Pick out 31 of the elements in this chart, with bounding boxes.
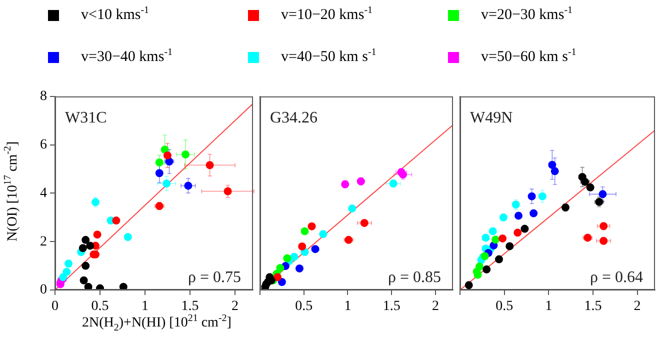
x-tick-label: 2 — [432, 299, 439, 314]
x-tick-label: 1 — [545, 299, 552, 314]
x-tick-label: 1 — [344, 299, 352, 314]
annotation: ρ = 0.85 — [388, 269, 441, 286]
legend-label: v=30−40 kms$^{-1}$ — [81, 47, 173, 65]
x-tick-label: 0.5 — [295, 299, 313, 314]
x-tick-label: 0.5 — [91, 299, 109, 314]
annotation: W31C — [65, 109, 107, 126]
annotation: ρ = 0.64 — [590, 269, 643, 286]
x-tick-label: 1.5 — [584, 299, 602, 314]
x-tick-label: 1.5 — [382, 299, 400, 314]
y-tick-label: 4 — [40, 186, 47, 201]
x-tick-label: 0.5 — [496, 299, 514, 314]
y-tick-label: 2 — [40, 234, 47, 250]
y-tick-label: 8 — [40, 89, 47, 104]
annotation: W49N — [470, 109, 514, 126]
y-tick-label: 6 — [40, 137, 47, 152]
legend-label: v=50−60 km s$^{-1}$ — [481, 47, 576, 65]
x-axis-title: 2N(H$_{2}$)+N(HI) [10$^{21}$ cm$^{-2}$] — [82, 313, 232, 334]
legend-label: v=10−20 kms$^{-1}$ — [281, 5, 373, 23]
annotation: G34.26 — [270, 109, 318, 126]
y-tick-label: 0 — [40, 282, 47, 298]
x-tick-label: 1.5 — [181, 299, 199, 314]
legend-label: v=20−30 kms$^{-1}$ — [481, 5, 573, 23]
legend-label: v=40−50 km s$^{-1}$ — [281, 47, 376, 65]
x-tick-label: 1 — [142, 299, 148, 314]
x-tick-label: 2 — [232, 299, 238, 314]
x-tick-label: 0 — [52, 299, 58, 314]
annotation: ρ = 0.75 — [188, 269, 241, 286]
x-tick-label: 2 — [634, 299, 641, 314]
legend-label: v<10 kms$^{-1}$ — [81, 5, 150, 23]
